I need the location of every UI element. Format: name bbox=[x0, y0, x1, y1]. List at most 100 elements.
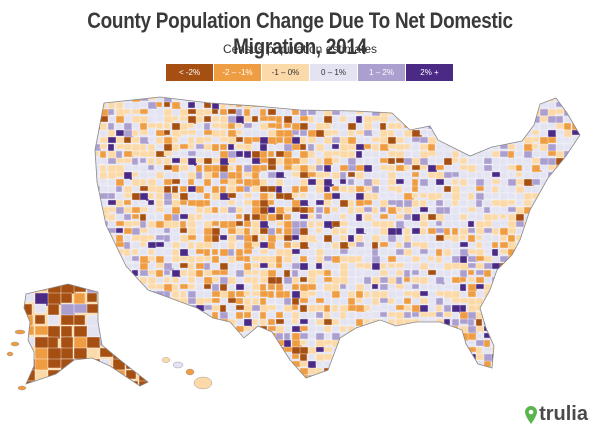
county-cell bbox=[451, 290, 462, 299]
county-cell bbox=[171, 290, 180, 299]
county-cell bbox=[395, 206, 403, 213]
county-cell bbox=[123, 297, 132, 304]
county-cell bbox=[243, 122, 254, 129]
county-cell bbox=[211, 220, 220, 227]
county-cell bbox=[283, 367, 295, 375]
county-cell bbox=[291, 304, 299, 311]
county-cell bbox=[411, 269, 420, 276]
county-cell bbox=[115, 311, 124, 321]
county-cell bbox=[523, 318, 532, 328]
county-cell bbox=[155, 269, 164, 278]
county-cell bbox=[251, 318, 259, 326]
county-cell bbox=[131, 353, 143, 363]
trulia-logo: trulia bbox=[525, 403, 588, 426]
county-cell bbox=[291, 122, 301, 132]
county-cell bbox=[187, 255, 196, 264]
county-cell bbox=[283, 297, 292, 306]
county-cell bbox=[379, 206, 387, 213]
county-cell bbox=[131, 318, 139, 328]
county-cell bbox=[219, 199, 229, 209]
county-cell bbox=[195, 360, 203, 369]
county-cell bbox=[227, 367, 236, 374]
county-cell bbox=[219, 122, 230, 130]
county-cell bbox=[299, 199, 310, 207]
county-cell bbox=[443, 269, 452, 278]
county-cell bbox=[347, 234, 355, 243]
county-cell bbox=[507, 276, 517, 283]
county-cell bbox=[275, 283, 284, 292]
county-cell bbox=[483, 185, 493, 194]
county-cell bbox=[251, 276, 259, 286]
county-cell bbox=[443, 255, 452, 262]
county-cell bbox=[443, 115, 453, 122]
county-cell bbox=[499, 325, 509, 332]
county-cell bbox=[203, 143, 213, 151]
county-cell bbox=[459, 108, 471, 117]
county-cell bbox=[499, 269, 507, 278]
county-cell bbox=[355, 171, 366, 181]
county-cell bbox=[475, 164, 486, 171]
county-cell bbox=[283, 213, 292, 221]
county-cell bbox=[499, 129, 509, 137]
county-cell bbox=[579, 311, 580, 319]
county-cell bbox=[323, 290, 331, 300]
county-cell bbox=[387, 122, 397, 130]
county-cell bbox=[355, 115, 363, 125]
county-cell bbox=[435, 129, 443, 139]
county-cell bbox=[99, 303, 116, 317]
county-cell bbox=[315, 283, 324, 291]
county-cell bbox=[539, 227, 550, 234]
island-shape bbox=[185, 368, 195, 376]
county-cell bbox=[459, 290, 467, 300]
county-cell bbox=[443, 339, 455, 348]
county-cell bbox=[99, 255, 111, 265]
county-cell bbox=[371, 360, 380, 369]
county-cell bbox=[459, 97, 467, 104]
county-cell bbox=[579, 304, 580, 314]
county-cell bbox=[435, 115, 444, 122]
county-cell bbox=[155, 199, 164, 209]
county-cell bbox=[531, 206, 541, 214]
county-cell bbox=[499, 157, 507, 167]
county-cell bbox=[283, 136, 294, 145]
legend: < -2% -2 – -1% -1 – 0% 0 – 1% 1 – 2% 2% … bbox=[166, 64, 454, 81]
county-cell bbox=[467, 115, 479, 123]
county-cell bbox=[379, 143, 390, 152]
county-cell bbox=[299, 325, 309, 332]
county-cell bbox=[555, 248, 563, 256]
county-cell bbox=[435, 234, 445, 242]
county-cell bbox=[291, 276, 300, 285]
county-cell bbox=[131, 164, 142, 172]
county-cell bbox=[275, 129, 286, 138]
county-cell bbox=[507, 262, 517, 272]
county-cell bbox=[323, 374, 334, 378]
county-cell bbox=[211, 367, 222, 374]
island-shape bbox=[193, 376, 213, 390]
county-cell bbox=[467, 234, 476, 244]
county-cell bbox=[555, 297, 565, 305]
county-cell bbox=[443, 311, 453, 318]
county-cell bbox=[139, 297, 151, 305]
county-cell bbox=[259, 304, 270, 313]
county-cell bbox=[267, 311, 275, 321]
map-title: County Population Change Due To Net Dome… bbox=[87, 8, 513, 59]
county-cell bbox=[419, 290, 430, 297]
county-cell bbox=[139, 269, 150, 277]
county-cell bbox=[387, 136, 397, 145]
county-cell bbox=[147, 269, 158, 276]
county-cell bbox=[107, 262, 118, 271]
county-cell bbox=[115, 122, 123, 132]
county-cell bbox=[539, 360, 550, 368]
county-cell bbox=[571, 213, 580, 220]
county-cell bbox=[523, 262, 532, 269]
county-cell bbox=[363, 234, 371, 244]
county-cell bbox=[515, 206, 525, 216]
county-cell bbox=[123, 332, 134, 339]
county-cell bbox=[299, 304, 308, 314]
county-cell bbox=[203, 178, 212, 188]
county-cell bbox=[419, 304, 430, 313]
county-cell bbox=[427, 143, 436, 152]
county-cell bbox=[86, 380, 99, 386]
county-cell bbox=[363, 353, 373, 362]
county-cell bbox=[163, 269, 171, 276]
